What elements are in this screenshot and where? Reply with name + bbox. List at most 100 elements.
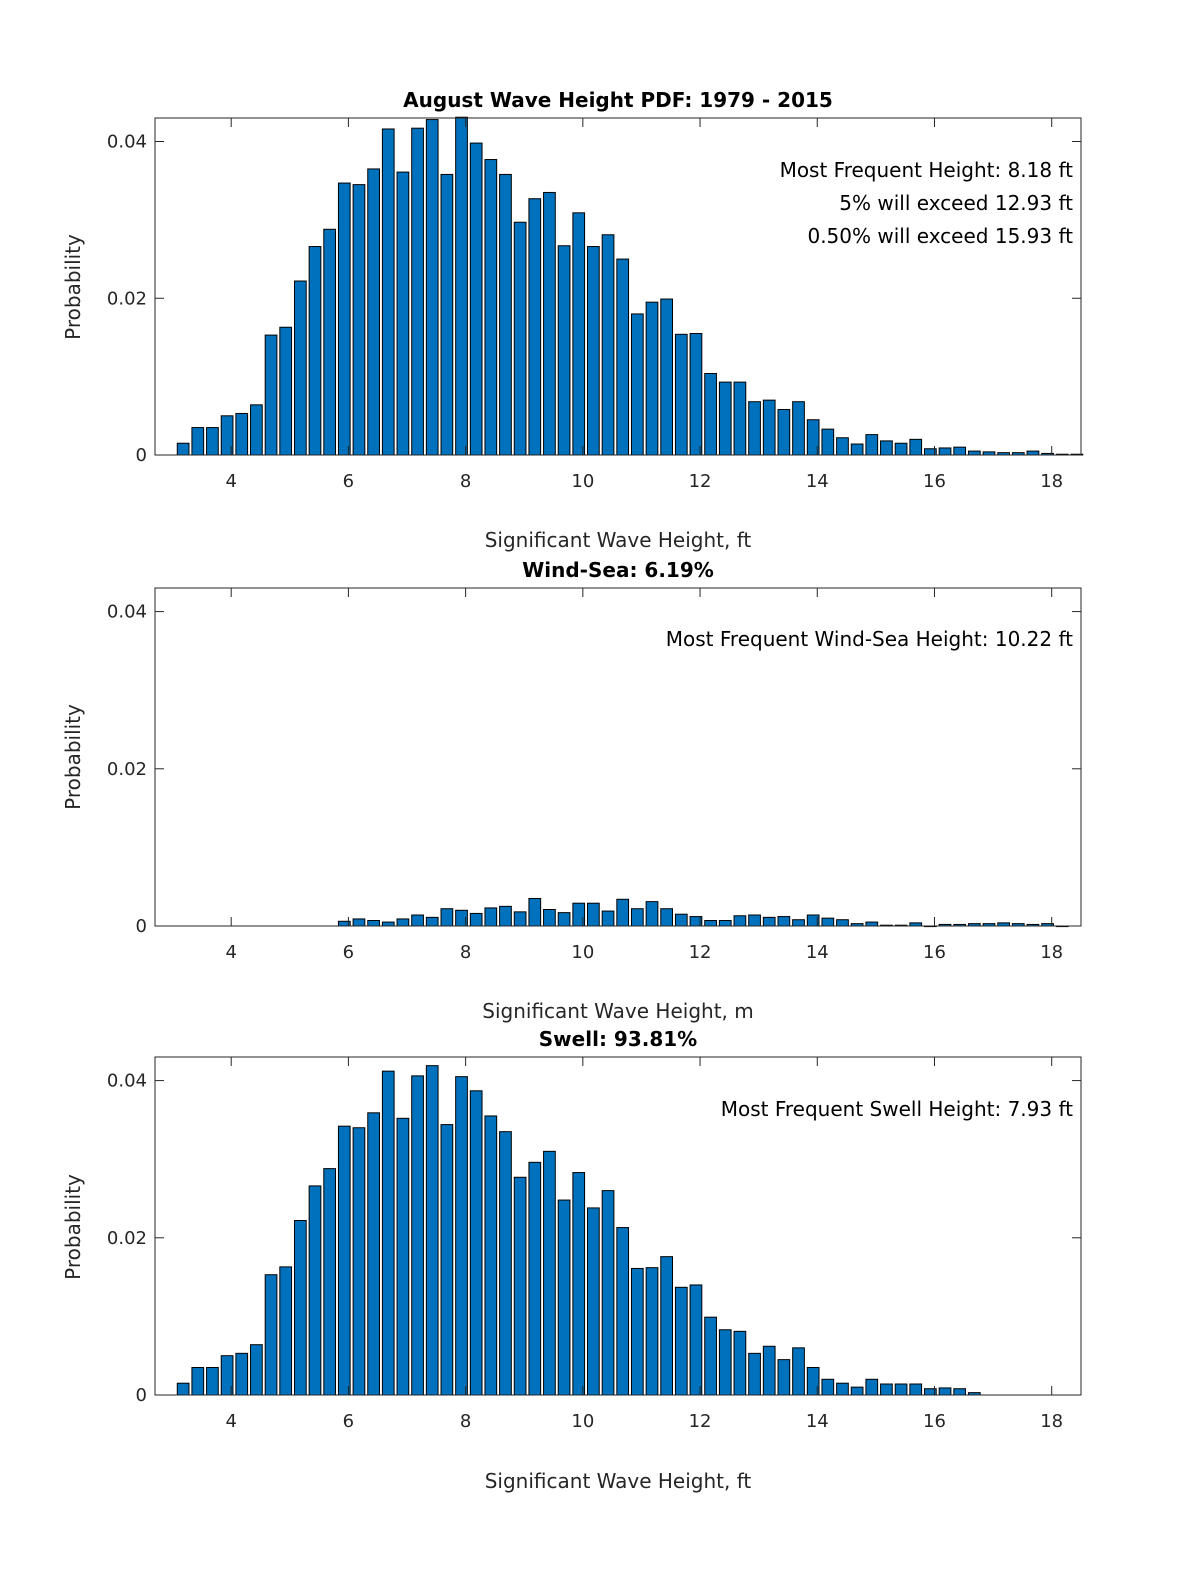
bar (836, 919, 849, 927)
bar (674, 1286, 688, 1396)
x-tick-label: 6 (343, 471, 354, 492)
bar (777, 409, 791, 456)
annotation-most-frequent-wind-sea: Most Frequent Wind-Sea Height: 10.22 ft (666, 627, 1073, 651)
bar (777, 1359, 791, 1396)
bar (557, 245, 571, 456)
bar (528, 897, 542, 927)
bar (543, 908, 556, 927)
bar (279, 1266, 293, 1396)
bar (762, 916, 776, 927)
bar (308, 1185, 322, 1396)
bar (352, 918, 366, 927)
y-axis-label: Probability (61, 234, 85, 340)
bar (953, 446, 967, 456)
bar (645, 901, 659, 927)
bar (909, 438, 923, 456)
bar (850, 443, 864, 456)
axes-box (154, 587, 1082, 927)
bar (880, 1383, 893, 1396)
bar (792, 1347, 805, 1396)
x-tick-label: 14 (806, 1411, 829, 1432)
swell-panel: Swell: 93.81% Probability Significant Wa… (61, 1027, 1082, 1493)
bar (689, 1284, 703, 1396)
x-axis-label: Significant Wave Height, ft (485, 1469, 752, 1493)
x-tick-label: 12 (689, 942, 712, 963)
bar (748, 1352, 761, 1396)
bar (616, 1227, 630, 1396)
x-tick-label: 10 (571, 942, 594, 963)
bar (733, 381, 747, 456)
bar (1026, 450, 1040, 456)
x-tick-label: 12 (689, 471, 712, 492)
bar (455, 1076, 468, 1396)
bar (323, 228, 337, 456)
overall-pdf-panel: August Wave Height PDF: 1979 - 2015 Prob… (61, 88, 1084, 552)
bar (865, 434, 879, 456)
bar (381, 921, 395, 927)
bar (455, 116, 468, 456)
annotation-half-percent: 0.50% will exceed 15.93 ft (807, 224, 1073, 248)
bar (440, 1124, 454, 1396)
y-tick-label: 0.02 (107, 759, 147, 780)
bar (894, 442, 908, 456)
annotation-most-frequent: Most Frequent Height: 8.18 ft (780, 158, 1074, 182)
bar (587, 902, 600, 927)
bar (425, 1065, 439, 1396)
bar (704, 920, 717, 927)
bar (264, 1274, 278, 1396)
y-tick-label: 0.02 (107, 1228, 147, 1249)
bar (733, 1330, 747, 1396)
bar (396, 171, 410, 456)
bar (513, 1176, 527, 1396)
bar (499, 173, 512, 456)
x-tick-label: 10 (571, 471, 594, 492)
bar (206, 1366, 219, 1396)
bar (264, 334, 278, 456)
x-axis-label: Significant Wave Height, ft (485, 528, 752, 552)
panel-title: Wind-Sea: 6.19% (522, 558, 714, 582)
x-tick-label: 4 (225, 942, 236, 963)
bar (513, 911, 527, 927)
bar (513, 221, 527, 456)
bar (572, 212, 586, 456)
bar (250, 1344, 263, 1396)
bar (601, 1190, 615, 1396)
bar (660, 1256, 674, 1396)
bar (352, 1127, 366, 1396)
y-tick-label: 0.04 (107, 132, 147, 153)
bar (821, 1378, 835, 1396)
panel-title: August Wave Height PDF: 1979 - 2015 (403, 88, 833, 112)
bar (337, 182, 351, 456)
bar (616, 258, 630, 456)
bar (865, 921, 879, 927)
bar (587, 246, 600, 456)
x-tick-label: 16 (923, 1411, 946, 1432)
bar (601, 234, 615, 456)
bar (323, 1168, 337, 1396)
bar (469, 142, 483, 456)
x-tick-label: 16 (923, 471, 946, 492)
bar (528, 198, 542, 456)
bar (704, 1316, 717, 1396)
bar (543, 1150, 556, 1396)
y-axis-label: Probability (61, 704, 85, 810)
bar (689, 333, 703, 456)
bar (279, 326, 293, 456)
x-tick-label: 14 (806, 471, 829, 492)
bar (630, 908, 644, 927)
bar (733, 915, 747, 927)
bar (894, 1383, 908, 1396)
bar (176, 1382, 190, 1396)
bar (645, 301, 659, 456)
bar (865, 1378, 879, 1396)
bar (425, 916, 439, 927)
bar (880, 440, 893, 456)
bar (674, 913, 688, 927)
bar (762, 399, 776, 456)
bar (821, 917, 835, 927)
x-tick-label: 6 (343, 1411, 354, 1432)
bar (381, 1070, 395, 1396)
x-tick-label: 18 (1040, 942, 1063, 963)
x-tick-label: 4 (225, 1411, 236, 1432)
bar (191, 1366, 205, 1396)
